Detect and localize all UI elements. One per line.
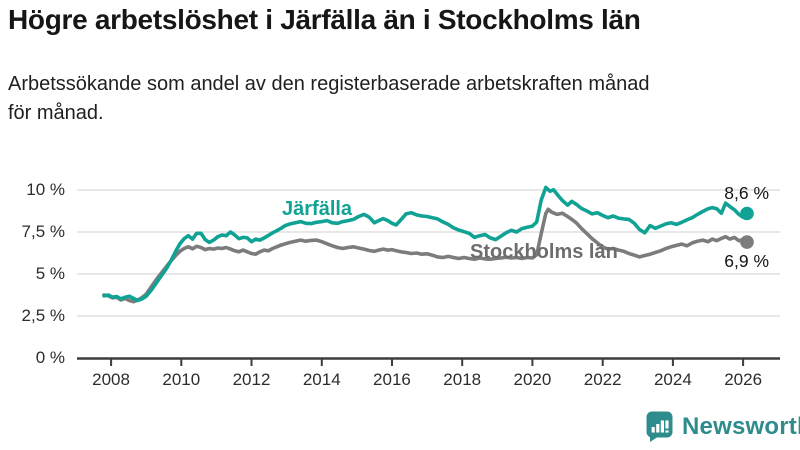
y-tick-label: 7,5 % — [21, 222, 65, 241]
series-label-jarfalla: Järfälla — [282, 198, 353, 220]
x-tick-label: 2026 — [724, 370, 763, 389]
y-tick-label: 0 % — [35, 348, 65, 367]
subtitle-line-1: Arbetssökande som andel av den registerb… — [8, 73, 650, 95]
y-tick-label: 10 % — [26, 180, 65, 199]
x-tick-label: 2012 — [232, 370, 271, 389]
series-end-dot-1 — [740, 206, 754, 221]
x-tick-label: 2024 — [653, 370, 692, 389]
x-tick-label: 2018 — [443, 370, 482, 389]
end-value-jarfalla: 8,6 % — [724, 183, 769, 203]
brand-name: Newsworthy — [682, 413, 800, 440]
series-line-1 — [102, 185, 749, 303]
x-tick-label: 2008 — [92, 370, 130, 389]
series-label-stockholms-lan: Stockholms län — [470, 241, 618, 263]
series-line-0 — [102, 207, 749, 304]
x-tick-label: 2014 — [302, 370, 341, 389]
newsworthy-logo: Newsworthy — [646, 411, 800, 443]
subtitle-line-2: för månad. — [8, 101, 104, 124]
x-tick-label: 2020 — [513, 370, 552, 389]
newsworthy-bubble-chart-icon — [646, 411, 673, 442]
x-tick-label: 2022 — [583, 370, 622, 389]
y-tick-label: 5 % — [35, 264, 65, 283]
series-end-dot-0 — [740, 235, 754, 249]
x-tick-label: 2016 — [373, 370, 411, 389]
chart-subtitle: Arbetssökande som andel av den registerb… — [8, 70, 792, 127]
y-tick-label: 2,5 % — [21, 306, 65, 325]
chart-title: Högre arbetslöshet i Järfälla än i Stock… — [8, 4, 641, 35]
end-value-stockholms-lan: 6,9 % — [724, 251, 769, 271]
x-tick-label: 2010 — [162, 370, 201, 389]
